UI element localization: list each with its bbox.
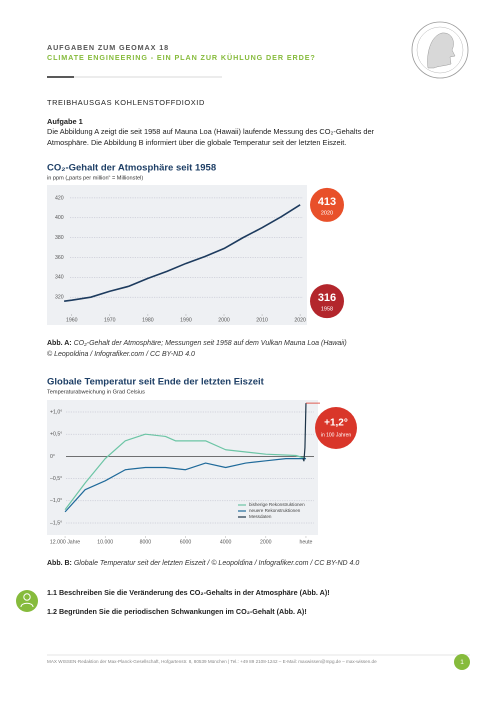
y-tick-label: +0,5° (50, 432, 62, 438)
plot-area (47, 185, 307, 325)
x-tick-label: 2010 (256, 317, 268, 323)
badge-value: 316 (318, 292, 336, 304)
y-tick-label: –1,5° (50, 520, 62, 526)
badge-year: 2020 (321, 210, 333, 216)
x-tick-label: 2020 (294, 317, 306, 323)
caption-text: © Leopoldina / Infografiker.com / CC BY-… (47, 350, 195, 358)
data-line (64, 433, 307, 511)
x-tick-label: heute (299, 539, 312, 545)
caption: Abb. B: Globale Temperatur seit der letz… (47, 559, 359, 567)
plot-area (47, 400, 318, 535)
y-tick-label: 380 (55, 235, 64, 241)
caption: Abb. A: CO₂-Gehalt der Atmosphäre; Messu… (47, 340, 347, 347)
x-tick-label: 10.000 (97, 539, 113, 545)
badge (310, 284, 344, 319)
question: 1.1 Beschreiben Sie die Veränderung des … (47, 588, 330, 597)
legend-label: bisherige Rekonstruktionen (249, 502, 305, 507)
page-number: 1 (460, 659, 464, 666)
logo (411, 21, 469, 79)
x-tick-label: 2000 (218, 317, 230, 323)
icon (16, 590, 38, 612)
badge-note: in 100 Jahren (321, 432, 352, 438)
x-tick-label: 1990 (180, 317, 192, 323)
caption-label: Abb. A: (47, 340, 72, 347)
y-tick-label: 400 (55, 215, 64, 221)
task-line: Die Abbildung A zeigt die seit 1958 auf … (47, 127, 375, 136)
x-tick-label: 1980 (142, 317, 154, 323)
x-tick-label: 12.000 Jahre (50, 539, 80, 545)
data-line (64, 458, 306, 513)
x-tick-label: 6000 (180, 539, 192, 545)
y-tick-label: 420 (55, 195, 64, 201)
series-title: AUFGABEN ZUM GEOMAX 18 (47, 43, 169, 52)
badge (310, 187, 344, 222)
caption-text: CO₂-Gehalt der Atmosphäre; Messungen sei… (74, 340, 347, 347)
badge-value: +1,2° (324, 418, 348, 429)
y-tick-label: +1,0° (50, 409, 62, 415)
y-tick-label: –1,0° (50, 498, 62, 504)
x-tick-label: 1960 (66, 317, 78, 323)
caption-label: Abb. B: (47, 560, 72, 567)
question: 1.2 Begründen Sie die periodischen Schwa… (47, 607, 307, 616)
x-tick-label: 4000 (220, 539, 232, 545)
y-tick-label: –0,5° (50, 476, 62, 482)
section-title: TREIBHAUSGAS KOHLENSTOFFDIOXID (47, 98, 205, 107)
chart-subtitle: in ppm („parts per million“ = Millionste… (47, 175, 143, 181)
page-badge (454, 654, 470, 670)
chart-title: CO₂-Gehalt der Atmosphäre seit 1958 (47, 163, 216, 174)
badge-value: 413 (318, 196, 336, 208)
data-line (64, 204, 301, 302)
footer-text: MAX WISSEN·Redaktion der Max-Planck-Gese… (47, 659, 377, 664)
y-tick-label: 0° (50, 454, 55, 460)
caption-text: Globale Temperatur seit der letzten Eisz… (74, 559, 360, 567)
task-line: Atmosphäre. Die Abbildung B informiert ü… (47, 138, 346, 147)
legend-label: Messdaten (249, 514, 272, 519)
x-tick-label: 8000 (140, 539, 152, 545)
legend-label: neuere Rekonstruktionen (249, 508, 301, 513)
data-line (302, 403, 307, 462)
y-tick-label: 360 (55, 255, 64, 261)
doc-title: CLIMATE ENGINEERING - EIN PLAN ZUR KÜHLU… (47, 53, 316, 62)
chart-subtitle: Temperaturabweichung in Grad Celsius (47, 389, 145, 395)
y-tick-label: 340 (55, 275, 64, 281)
badge (315, 407, 357, 449)
y-tick-label: 320 (55, 295, 64, 301)
x-tick-label: 1970 (104, 317, 116, 323)
x-tick-label: 2000 (260, 539, 272, 545)
task-title: Aufgabe 1 (47, 117, 83, 126)
badge-year: 1958 (321, 307, 333, 313)
chart-title: Globale Temperatur seit Ende der letzten… (47, 377, 265, 388)
